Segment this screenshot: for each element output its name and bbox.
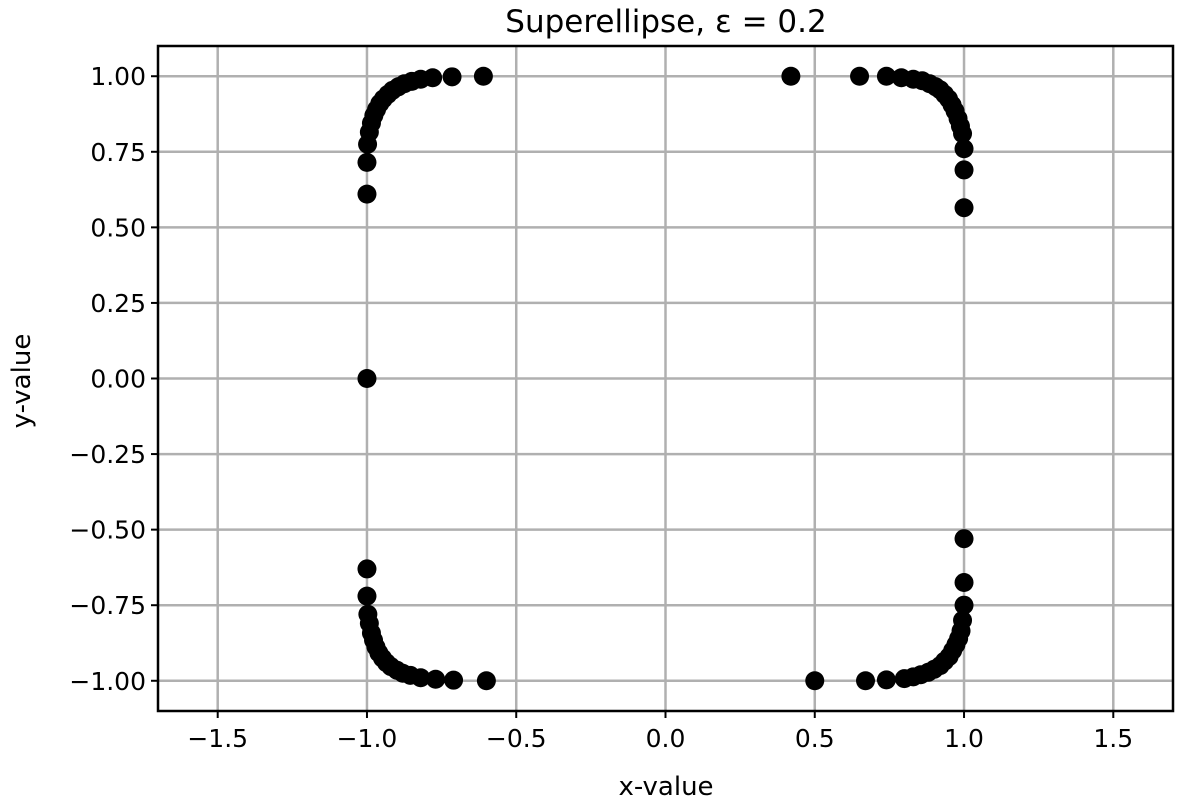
y-tick-label: −0.50 — [69, 516, 146, 545]
y-tick-label: 0.00 — [90, 365, 146, 394]
scatter-point — [954, 529, 974, 549]
x-tick-label: −1.5 — [187, 724, 248, 753]
x-tick-label: 0.0 — [646, 724, 686, 753]
data-points — [357, 66, 974, 691]
y-tick-label: 0.50 — [90, 213, 146, 242]
scatter-point — [444, 670, 464, 690]
scatter-point — [876, 670, 896, 690]
x-tick-label: −0.5 — [486, 724, 547, 753]
scatter-point — [358, 604, 378, 624]
scatter-point — [442, 67, 462, 87]
chart-title: Superellipse, ε = 0.2 — [505, 4, 826, 40]
scatter-point — [954, 573, 974, 593]
scatter-point — [781, 66, 801, 86]
scatter-point — [357, 369, 377, 388]
y-tick-label: 1.00 — [90, 62, 146, 91]
scatter-point — [954, 160, 974, 180]
scatter-point — [357, 184, 377, 204]
x-tick-label: 0.5 — [795, 724, 835, 753]
x-axis-label: x-value — [618, 772, 713, 800]
axis-ticks: −1.5 −1.0 −0.5 0.0 0.5 1.0 1.5 1.00 0.75 0.50 0.25… — [69, 62, 1133, 753]
y-tick-label: −0.25 — [69, 440, 146, 469]
scatter-point — [856, 671, 876, 691]
y-tick-label: −0.75 — [69, 591, 146, 620]
scatter-point — [876, 66, 896, 86]
scatter-point — [953, 124, 973, 144]
scatter-point — [473, 66, 493, 86]
scatter-point — [805, 671, 825, 691]
scatter-point — [357, 559, 377, 579]
y-tick-label: 0.25 — [90, 289, 146, 318]
scatter-point — [476, 671, 496, 691]
grid-lines — [158, 46, 1173, 711]
x-tick-label: −1.0 — [337, 724, 398, 753]
scatter-point — [357, 152, 377, 172]
y-tick-label: 0.75 — [90, 138, 146, 167]
scatter-point — [423, 68, 443, 88]
y-tick-label: −1.00 — [69, 667, 146, 696]
scatter-point — [954, 139, 974, 159]
scatter-point — [850, 66, 870, 86]
scatter-point — [426, 669, 446, 689]
scatter-point — [894, 669, 914, 689]
scatter-point — [954, 595, 974, 615]
scatter-point — [954, 198, 974, 218]
x-tick-label: 1.5 — [1093, 724, 1133, 753]
x-tick-label: 1.0 — [944, 724, 984, 753]
y-axis-label: y-value — [7, 334, 37, 429]
scatter-point — [357, 586, 377, 606]
